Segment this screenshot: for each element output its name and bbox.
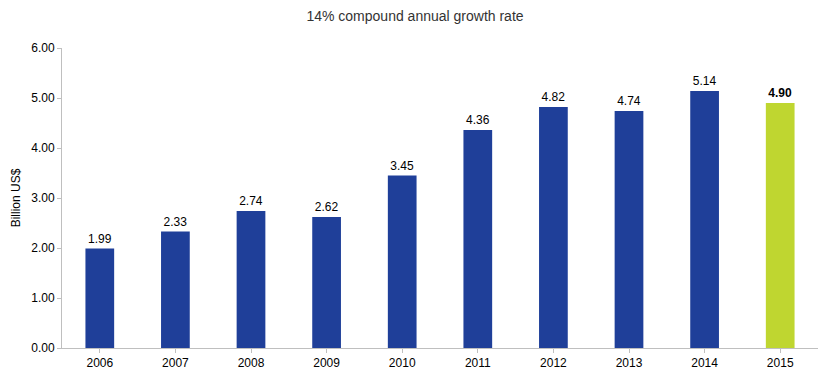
- svg-text:2014: 2014: [691, 356, 718, 370]
- svg-text:2009: 2009: [313, 356, 340, 370]
- svg-text:2.00: 2.00: [31, 241, 55, 255]
- svg-text:Billion US$: Billion US$: [9, 168, 23, 227]
- svg-text:1.00: 1.00: [31, 291, 55, 305]
- svg-text:4.82: 4.82: [542, 90, 566, 104]
- svg-text:2015: 2015: [767, 356, 794, 370]
- svg-text:2011: 2011: [465, 356, 491, 370]
- svg-text:4.74: 4.74: [617, 94, 641, 108]
- svg-text:2.74: 2.74: [239, 194, 263, 208]
- svg-text:2008: 2008: [238, 356, 265, 370]
- svg-text:2013: 2013: [616, 356, 643, 370]
- svg-text:3.45: 3.45: [390, 159, 414, 173]
- svg-text:3.00: 3.00: [31, 191, 55, 205]
- svg-text:4.36: 4.36: [466, 113, 490, 127]
- svg-text:2.33: 2.33: [164, 215, 188, 229]
- svg-text:2.62: 2.62: [315, 200, 339, 214]
- svg-text:0.00: 0.00: [31, 341, 55, 355]
- svg-text:2006: 2006: [86, 356, 113, 370]
- svg-text:6.00: 6.00: [31, 41, 55, 55]
- svg-text:2007: 2007: [162, 356, 189, 370]
- svg-text:5.00: 5.00: [31, 91, 55, 105]
- svg-text:2012: 2012: [540, 356, 567, 370]
- svg-text:2010: 2010: [389, 356, 416, 370]
- svg-text:14% compound annual growth rat: 14% compound annual growth rate: [306, 8, 523, 24]
- svg-text:4.90: 4.90: [768, 86, 792, 100]
- svg-text:1.99: 1.99: [88, 232, 112, 246]
- svg-text:4.00: 4.00: [31, 141, 55, 155]
- svg-text:5.14: 5.14: [693, 74, 717, 88]
